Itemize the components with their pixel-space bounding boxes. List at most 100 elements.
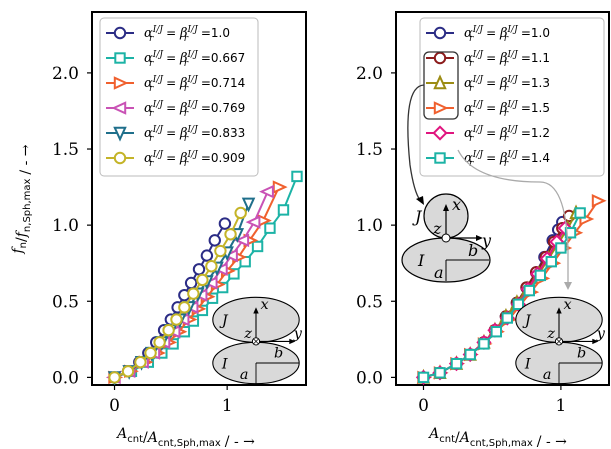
data-point — [277, 204, 290, 216]
x-tick-label: 1 — [555, 396, 566, 416]
legend-label: αI/J r = βI/J r =1.2 — [464, 125, 550, 144]
legend-marker — [113, 26, 127, 40]
diagram-label-z: z — [243, 326, 252, 342]
data-point — [241, 197, 256, 213]
legend-marker — [113, 126, 127, 142]
legend-marker — [111, 101, 127, 115]
x-axis-label: Acnt/Acnt,Sph,max / - → — [115, 426, 255, 449]
data-point — [264, 222, 276, 234]
data-point — [490, 326, 503, 338]
legend-label: αI/J r = βI/J r =0.909 — [144, 150, 245, 169]
series-group — [105, 170, 303, 385]
legend-marker — [114, 52, 126, 64]
diagram-label-i: I — [417, 251, 425, 270]
data-point — [205, 260, 218, 273]
legend-marker — [433, 101, 449, 115]
data-point — [187, 287, 200, 300]
data-point — [291, 170, 303, 183]
diagram-label-y: y — [481, 231, 492, 250]
data-point — [134, 355, 147, 369]
z-axis-symbol — [441, 233, 451, 243]
right-panel: 0.0 0.5 1.0 1.5 2.0 0 1 Acnt/Acnt,Sph,max / - → α… — [356, 11, 610, 449]
legend-marker — [434, 152, 446, 164]
legend-marker — [433, 74, 447, 90]
diagram-label-i: I — [221, 356, 228, 372]
data-point — [200, 249, 214, 262]
diagram-label-y: y — [596, 326, 606, 342]
arrowhead — [253, 307, 259, 314]
data-point — [523, 284, 535, 297]
y-tick-label: 1.5 — [356, 140, 383, 160]
diagram-label-j: J — [522, 313, 532, 329]
diagram-label-b: b — [468, 241, 478, 260]
legend-label: αI/J r = βI/J r =1.0 — [144, 25, 230, 44]
legend-label: αI/J r = βI/J r =1.0 — [464, 25, 550, 44]
legend-box — [419, 17, 605, 177]
data-point — [184, 276, 198, 290]
data-point — [234, 233, 250, 248]
y-tick-label: 1.0 — [356, 216, 383, 236]
legend-marker — [432, 125, 448, 141]
data-point — [178, 301, 191, 314]
data-point — [108, 371, 121, 384]
contact-diagram: x y zJ Ia b — [515, 296, 606, 385]
x-tick-label: 0 — [109, 396, 120, 416]
data-point — [534, 269, 546, 282]
legend-label: αI/J r = βI/J r =0.714 — [144, 75, 245, 94]
z-cross — [556, 338, 562, 345]
data-point — [208, 234, 221, 247]
data-point — [450, 357, 463, 370]
diagram-label-y: y — [293, 326, 303, 342]
data-point — [259, 184, 274, 199]
legend-marker — [113, 76, 129, 90]
diagram-label-x: x — [261, 297, 269, 313]
z-cross — [253, 338, 259, 345]
y-tick-label: 0.5 — [356, 292, 383, 312]
y-tick-label: 0.0 — [52, 368, 79, 388]
arrowhead — [592, 338, 599, 345]
y-tick-label: 1.0 — [52, 216, 79, 236]
x-tick-label: 1 — [222, 396, 233, 416]
data-point — [192, 263, 206, 276]
data-point — [223, 248, 238, 263]
arrowhead — [416, 196, 424, 205]
legend-marker — [433, 51, 447, 65]
series-group — [415, 194, 607, 385]
legend-label: αI/J r = βI/J r =0.833 — [144, 125, 245, 144]
data-point — [478, 338, 490, 350]
data-point — [464, 348, 476, 361]
diagram-label-x: x — [452, 195, 461, 214]
legend-label: αI/J r = βI/J r =1.3 — [464, 75, 550, 94]
data-point — [162, 323, 175, 337]
legend-label: αI/J r = βI/J r =1.4 — [464, 150, 550, 169]
data-point — [153, 336, 166, 349]
diagram-label-z: z — [432, 219, 442, 238]
arrowhead — [476, 235, 483, 241]
data-point — [218, 217, 232, 230]
arrowhead — [556, 307, 562, 314]
x-axis-label: Acnt/Acnt,Sph,max / - → — [427, 426, 567, 449]
data-point — [234, 206, 247, 220]
y-tick-label: 1.5 — [52, 140, 79, 160]
legend-box — [99, 17, 259, 177]
diagram-label-x: x — [564, 297, 572, 313]
diagram-label-z: z — [546, 326, 555, 342]
connector-arrow — [407, 84, 425, 201]
x-tick-label: 0 — [418, 396, 429, 416]
data-point — [545, 255, 557, 268]
data-point — [144, 346, 157, 360]
diagram-label-b: b — [577, 346, 586, 362]
data-point — [574, 207, 586, 219]
data-point — [251, 240, 264, 253]
data-point — [196, 273, 209, 287]
diagram-label-a: a — [543, 367, 552, 383]
data-point — [555, 242, 567, 254]
y-tick-label: 0.0 — [356, 368, 383, 388]
arrowhead — [289, 338, 296, 345]
legend-label: αI/J r = βI/J r =1.5 — [464, 100, 550, 119]
data-point — [121, 365, 135, 378]
data-point — [512, 298, 525, 311]
data-point — [214, 244, 227, 258]
diagram-label-a: a — [240, 367, 249, 383]
data-point — [224, 228, 237, 241]
